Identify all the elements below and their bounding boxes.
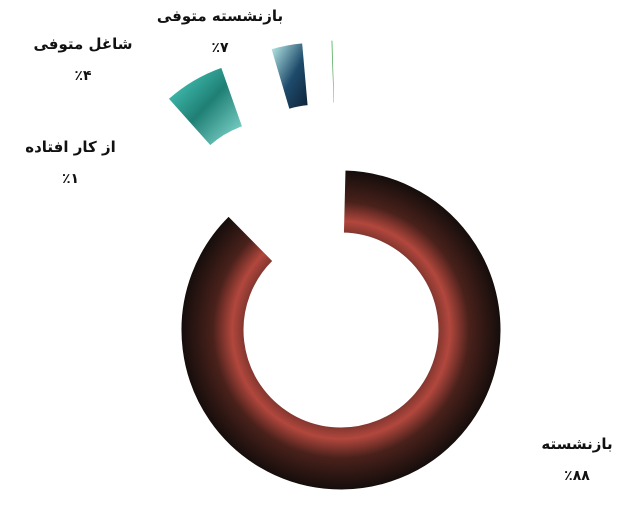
slice-disabled	[330, 39, 336, 104]
slice-label-deceased-employed: شاغل متوفی ٪۴	[18, 33, 148, 87]
slice-percent: ٪۱	[61, 171, 80, 187]
slice-name: بازنشسته	[541, 435, 613, 453]
slice-percent: ٪۴	[74, 68, 92, 84]
slice-percent: ٪۷	[211, 40, 229, 56]
slice-label-retired: بازنشسته ٪۸۸	[518, 433, 636, 487]
slice-percent: ٪۸۸	[564, 468, 590, 484]
slice-deceased-employed	[270, 42, 309, 110]
slice-retired	[180, 169, 502, 491]
slice-label-deceased-retired: بازنشسته متوفی ٪۷	[140, 5, 300, 59]
slice-label-disabled: از کار افتاده ٪۱	[8, 136, 133, 190]
slice-name: شاغل متوفی	[33, 35, 133, 53]
slice-name: بازنشسته متوفی	[156, 7, 284, 25]
slice-name: از کار افتاده	[25, 138, 116, 156]
slice-deceased-retired	[167, 66, 244, 147]
